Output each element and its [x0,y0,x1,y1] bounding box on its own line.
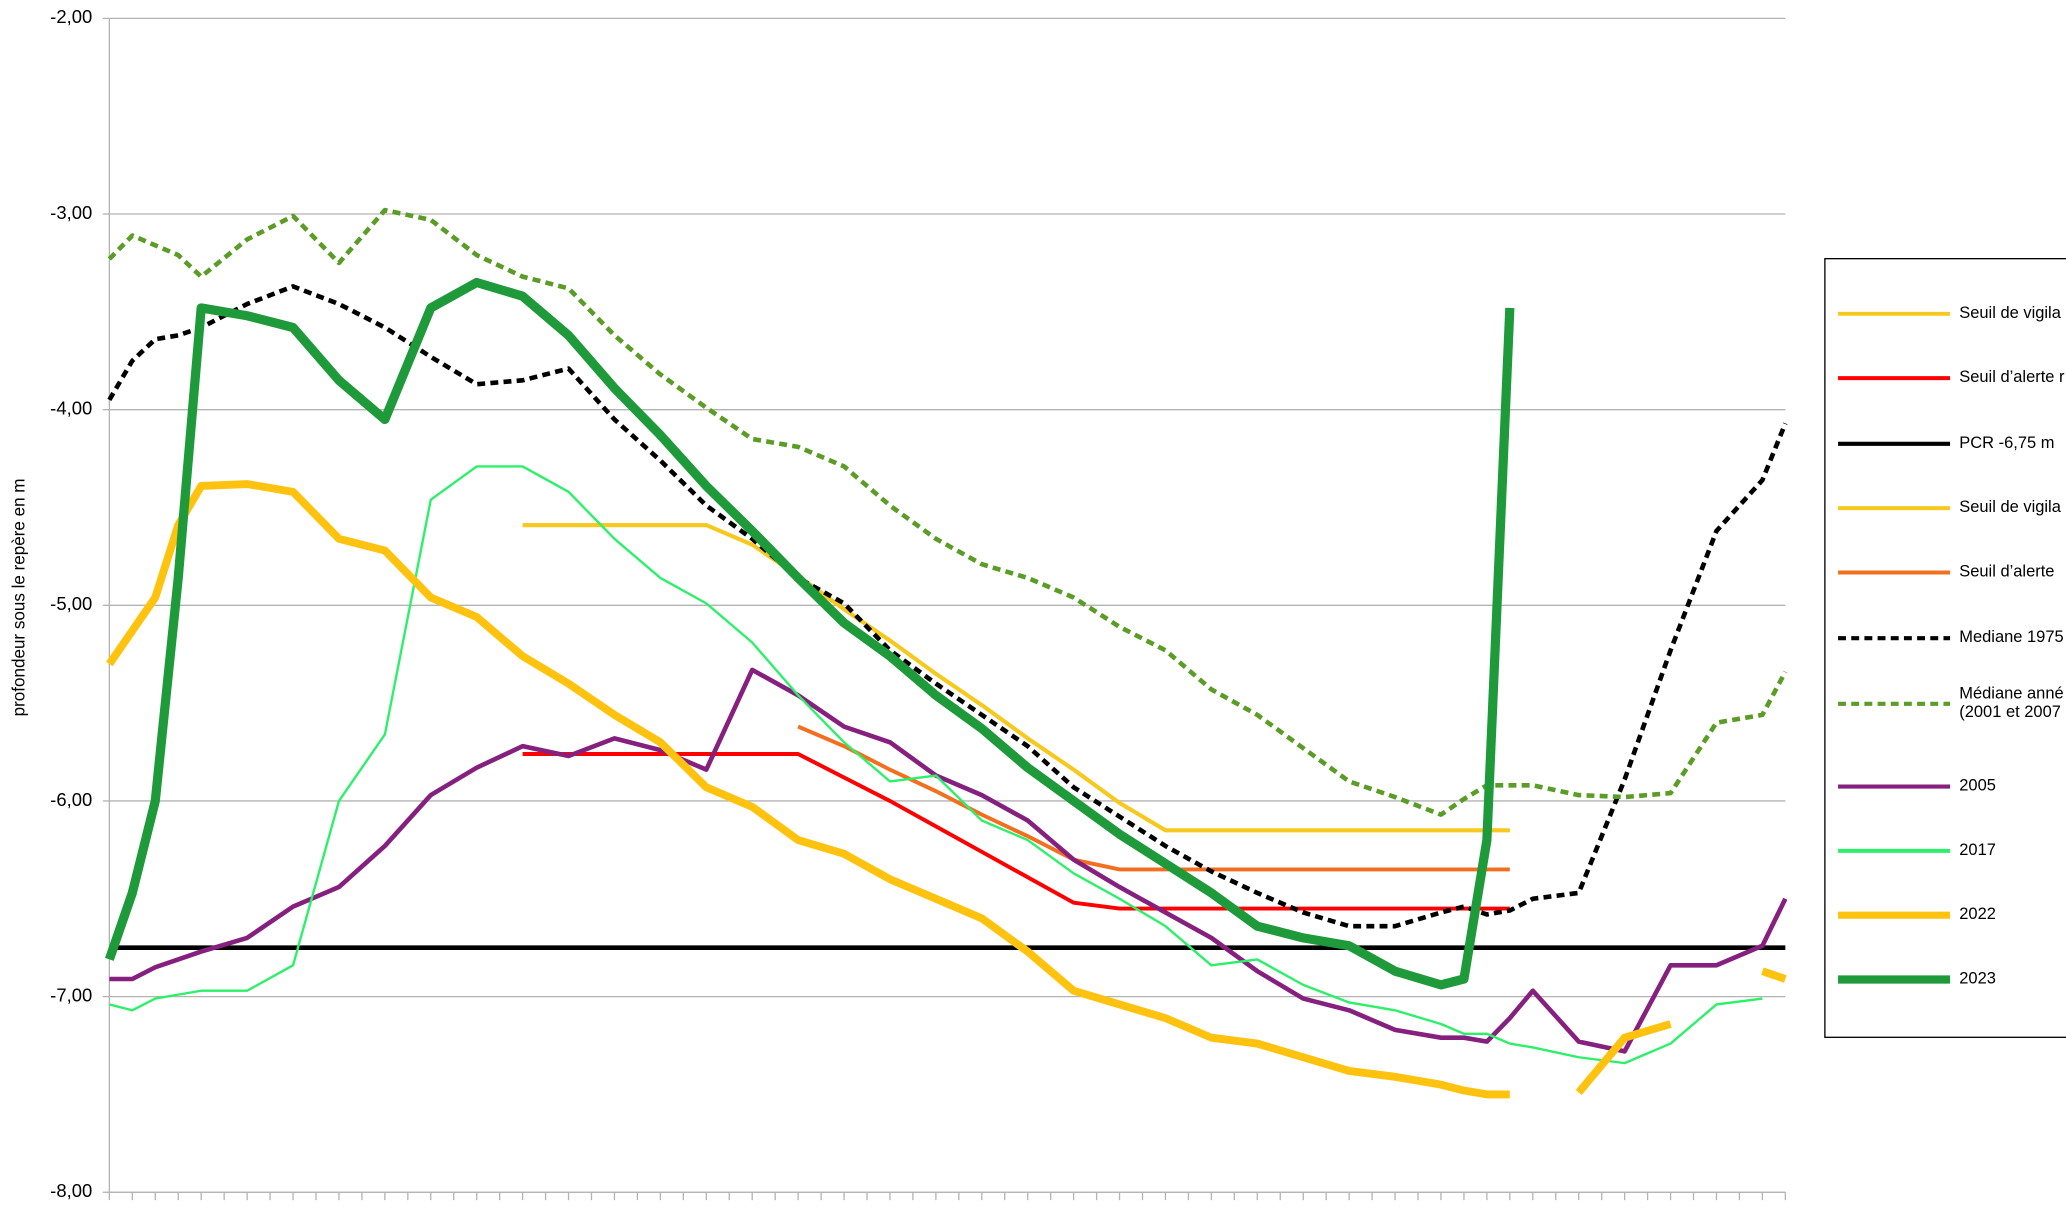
legend-label: Seuil de vigila [1959,499,2061,517]
legend-box [1824,258,2066,1038]
series-line [107,284,1788,929]
legend-label: 2017 [1959,841,1996,859]
series-line [109,667,1788,1054]
series-line [107,207,1788,817]
y-tick-label: -3,00 [50,202,92,223]
y-tick-label: -4,00 [50,398,92,419]
series-line [797,724,1510,872]
legend-label: Seuil d’alerte r [1959,369,2065,387]
legend-label: PCR -6,75 m [1959,434,2054,452]
y-tick-label: -2,00 [50,6,92,27]
series-line [109,465,1763,1065]
y-axis-title: profondeur sous le repère en m [9,478,28,716]
y-tick-label: -5,00 [50,593,92,614]
y-tick-label: -6,00 [50,789,92,810]
legend-label: 2005 [1959,777,1996,795]
legend-label: 2022 [1959,906,1996,924]
legend-label: Mediane 1975 [1959,628,2063,646]
legend-label: Seuil de vigila [1959,304,2061,322]
legend-label: 2023 [1959,970,1996,988]
y-tick-label: -7,00 [50,984,92,1005]
series-line [104,277,1515,990]
series-line [106,480,1787,1099]
series-line [522,523,1510,833]
legend-label: Seuil d’alerte [1959,563,2054,581]
series-line [522,752,1510,911]
y-tick-label: -8,00 [50,1180,92,1201]
legend-label: Médiane anné (2001 et 2007 [1959,685,2063,721]
